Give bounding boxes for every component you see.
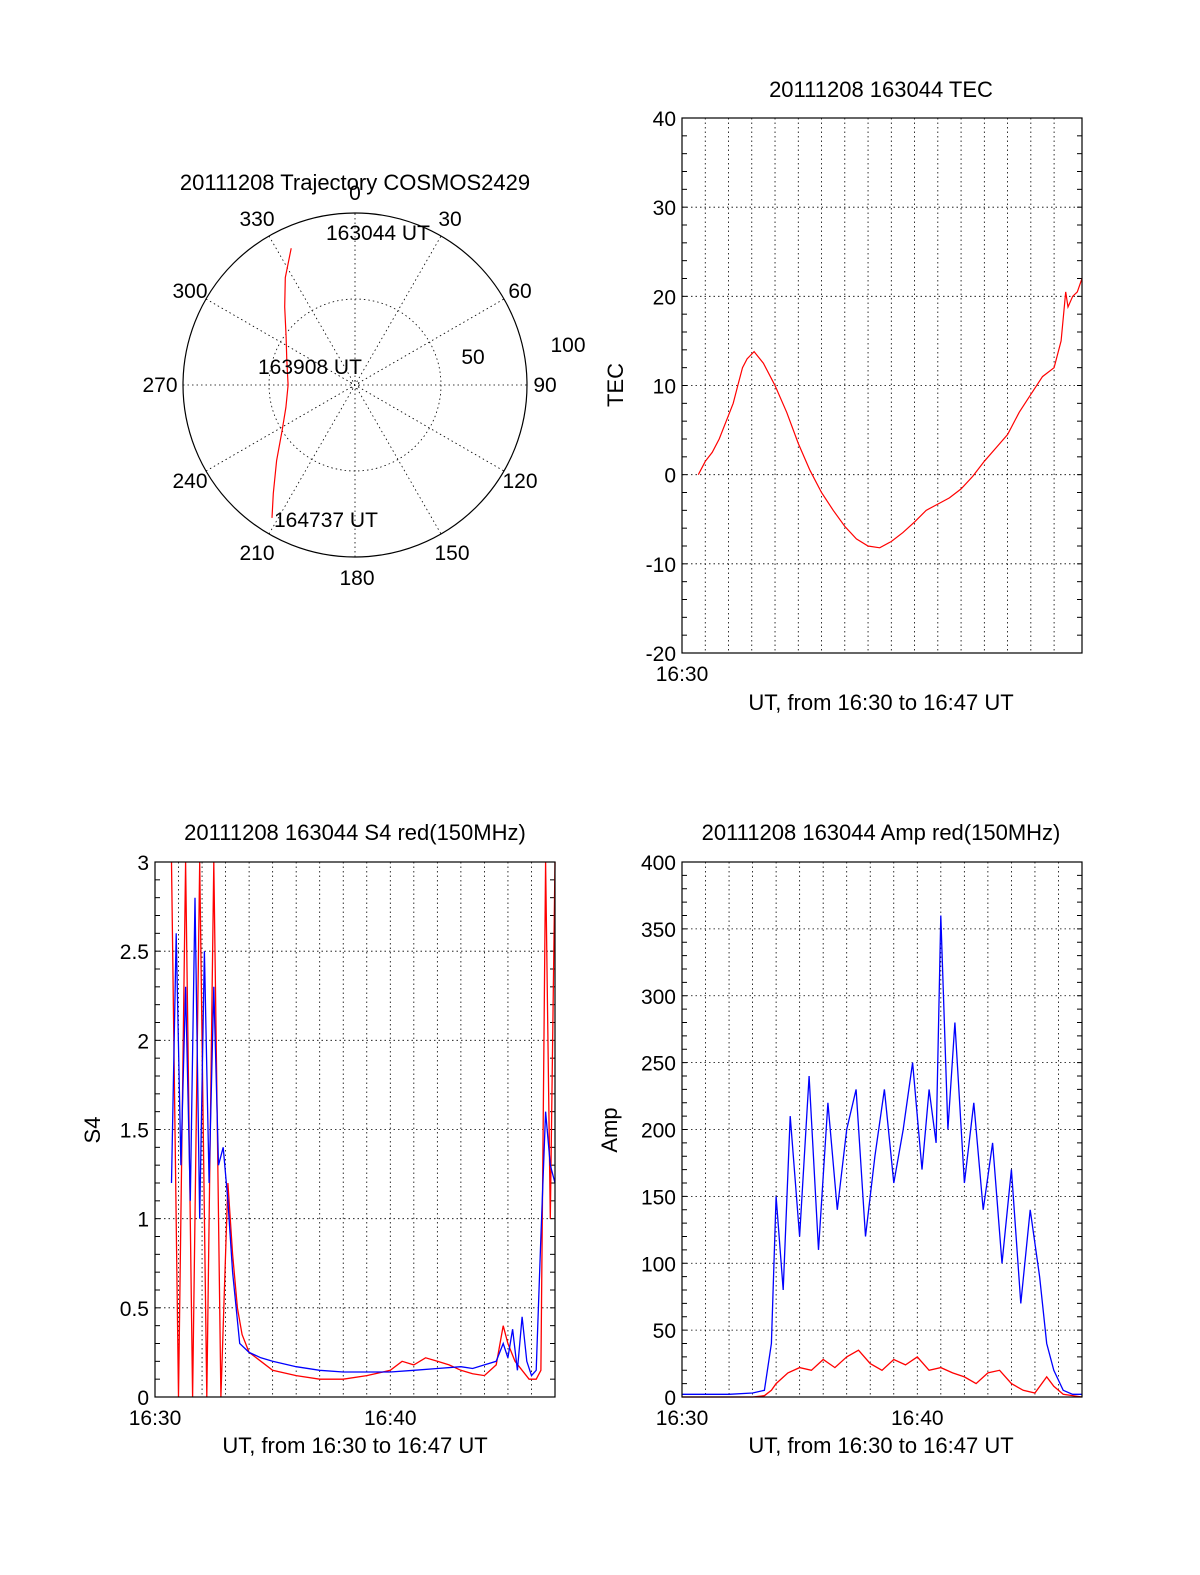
amp-blue-series-line	[682, 915, 1082, 1395]
x-tick-label: 16:30	[656, 1407, 709, 1430]
y-tick-label: 200	[641, 1120, 676, 1143]
s4-plot: 20111208 163044 S4 red(150MHz) 0 0.5 1 1.5 2…	[80, 820, 556, 1458]
y-tick-label: 0	[664, 465, 676, 488]
y-tick-label: 350	[641, 919, 676, 942]
y-tick-label: 0	[664, 1387, 676, 1410]
amp-plot: 20111208 163044 Amp red(150MHz) 0 50 100 15…	[597, 820, 1083, 1458]
amp-grid	[682, 861, 1082, 1398]
tec-y-label: TEC	[603, 363, 628, 407]
tec-x-tick-labels: 16:30	[656, 663, 709, 686]
y-tick-label: 10	[653, 376, 676, 399]
y-tick-label: 400	[641, 852, 676, 875]
polar-angle-label: 90	[533, 374, 556, 397]
y-tick-label: 150	[641, 1186, 676, 1209]
polar-angle-label: 0	[349, 182, 361, 205]
y-tick-label: 0.5	[120, 1298, 149, 1321]
polar-angle-label: 330	[239, 208, 274, 231]
amp-x-tick-labels: 16:30 16:40	[656, 1407, 944, 1430]
y-tick-label: 2.5	[120, 941, 149, 964]
polar-outer-circle	[182, 212, 528, 558]
polar-angle-label: 240	[172, 470, 207, 493]
s4-title: 20111208 163044 S4 red(150MHz)	[184, 820, 526, 845]
polar-angle-label: 180	[339, 567, 374, 590]
y-tick-label: 300	[641, 986, 676, 1009]
x-tick-label: 16:30	[656, 663, 709, 686]
polar-plot: 20111208 Trajectory COSMOS2429 0 30 60 90 12…	[142, 170, 585, 590]
annotation-mid: 163908 UT	[258, 356, 362, 379]
s4-blue-series-line	[170, 897, 556, 1377]
tec-grid	[682, 117, 1082, 654]
y-tick-label: -10	[646, 554, 676, 577]
amp-y-label: Amp	[597, 1107, 622, 1152]
polar-angle-labels: 0 30 60 90 120 150 180 210 240 270 300 330	[142, 182, 556, 590]
polar-radial-label-50: 50	[461, 346, 484, 369]
s4-y-label: S4	[80, 1117, 105, 1144]
s4-y-tick-labels: 0 0.5 1 1.5 2 2.5 3	[120, 852, 149, 1410]
polar-angle-label: 150	[434, 542, 469, 565]
y-tick-label: 30	[653, 197, 676, 220]
y-tick-label: 20	[653, 286, 676, 309]
y-tick-label: 1	[137, 1209, 149, 1232]
tec-title: 20111208 163044 TEC	[769, 77, 993, 102]
y-tick-label: 1.5	[120, 1120, 149, 1143]
amp-title: 20111208 163044 Amp red(150MHz)	[702, 820, 1061, 845]
annotation-start: 163044 UT	[326, 222, 430, 245]
y-tick-label: 250	[641, 1053, 676, 1076]
tec-frame	[681, 117, 1083, 654]
s4-frame	[154, 861, 556, 1398]
polar-title: 20111208 Trajectory COSMOS2429	[180, 170, 530, 195]
s4-red-series-line	[170, 861, 556, 1398]
x-tick-label: 16:40	[364, 1407, 417, 1430]
y-tick-label: 40	[653, 108, 676, 131]
x-tick-label: 16:30	[129, 1407, 182, 1430]
s4-x-label: UT, from 16:30 to 16:47 UT	[222, 1433, 487, 1458]
trajectory-track	[271, 248, 292, 518]
s4-x-tick-labels: 16:30 16:40	[129, 1407, 417, 1430]
x-tick-label: 16:40	[891, 1407, 944, 1430]
y-tick-label: 3	[137, 852, 149, 875]
tec-x-label: UT, from 16:30 to 16:47 UT	[748, 690, 1013, 715]
y-tick-label: -20	[646, 643, 676, 666]
annotation-end: 164737 UT	[274, 509, 378, 532]
y-tick-label: 0	[137, 1387, 149, 1410]
polar-radial-label-100: 100	[550, 334, 585, 357]
tec-y-tick-labels: -20 -10 0 10 20 30 40	[646, 108, 676, 666]
polar-angle-label: 120	[502, 470, 537, 493]
polar-angle-label: 60	[508, 280, 531, 303]
polar-angle-label: 210	[239, 542, 274, 565]
y-tick-label: 100	[641, 1253, 676, 1276]
amp-x-label: UT, from 16:30 to 16:47 UT	[748, 1433, 1013, 1458]
polar-angle-label: 270	[142, 374, 177, 397]
tec-series-line	[697, 278, 1083, 549]
polar-angle-label: 30	[438, 208, 461, 231]
y-tick-label: 2	[137, 1030, 149, 1053]
amp-y-tick-labels: 0 50 100 150 200 250 300 350 400	[641, 852, 676, 1410]
polar-angle-label: 300	[172, 280, 207, 303]
polar-grid	[183, 213, 527, 557]
y-tick-label: 50	[653, 1320, 676, 1343]
amp-frame	[681, 861, 1083, 1398]
amp-red-series-line	[682, 1349, 1083, 1398]
tec-plot: 20111208 163044 TEC -20 -10 0 10 20 30 40 16:3…	[603, 77, 1083, 715]
polar-spoke	[268, 235, 442, 535]
